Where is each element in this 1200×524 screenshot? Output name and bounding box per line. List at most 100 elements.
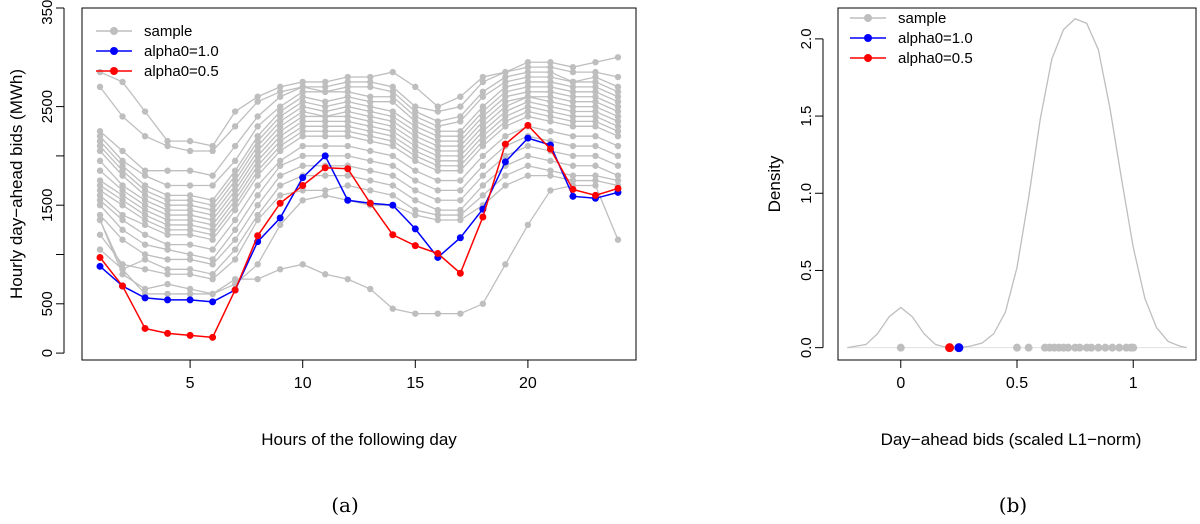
sample-point — [276, 83, 284, 91]
sample-point — [434, 118, 442, 125]
sample-point — [389, 305, 396, 312]
legend-marker-2 — [864, 54, 872, 62]
series-point-1 — [389, 231, 397, 239]
sample-point — [254, 113, 261, 120]
sample-point — [254, 152, 261, 160]
legend-label-0: sample — [144, 23, 192, 40]
sample-point — [322, 192, 329, 199]
sample-point — [524, 78, 532, 86]
sample-point — [254, 123, 261, 130]
sample-point — [389, 132, 396, 140]
legend-label-1: alpha0=1.0 — [898, 30, 973, 47]
sample-point — [547, 108, 554, 115]
sample-point — [389, 137, 396, 145]
y-tick-label: 0.5 — [798, 260, 815, 281]
sample-point — [299, 118, 306, 125]
sample-line-15 — [99, 145, 619, 266]
sample-point — [209, 216, 216, 224]
sample-point — [344, 152, 351, 160]
sample-point — [322, 83, 329, 91]
sample-point — [367, 93, 374, 100]
sample-point — [434, 137, 442, 145]
sample-line-13 — [99, 125, 619, 251]
sample-point — [524, 152, 532, 160]
sample-point — [367, 157, 374, 165]
sample-point — [592, 177, 599, 184]
y-tick-label: 1.0 — [798, 183, 815, 204]
sample-point — [547, 93, 554, 100]
sample-point — [524, 103, 532, 110]
sample-point — [119, 157, 126, 165]
sample-line-9 — [99, 100, 619, 226]
sample-point — [614, 132, 622, 140]
sample-point — [434, 103, 442, 110]
sample-point — [231, 142, 239, 150]
sample-point — [186, 197, 194, 204]
sample-point — [254, 275, 261, 283]
series-point-1 — [344, 165, 352, 173]
sample-point — [457, 113, 464, 120]
sample-point — [569, 113, 577, 120]
sample-point — [141, 251, 149, 258]
sample-point — [276, 108, 284, 115]
sample-point — [479, 78, 487, 86]
sample-point — [254, 261, 261, 268]
panel-a-line-chart: 5 10 15 20 0 500 1500 2500 3500 Hours of the foll… — [7, 0, 637, 517]
series-point-1 — [276, 199, 284, 207]
sample-point — [614, 236, 622, 243]
sample-point — [276, 113, 284, 120]
sample-point — [367, 187, 374, 194]
sample-point — [457, 197, 464, 204]
sample-point — [524, 98, 532, 105]
sample-point — [524, 59, 532, 66]
sample-point — [276, 93, 284, 100]
sample-point — [569, 142, 577, 150]
sample-point — [164, 167, 171, 174]
sample-point — [547, 68, 554, 76]
sample-point — [186, 206, 194, 214]
legend-label-2: alpha0=0.5 — [898, 50, 973, 67]
sample-point — [502, 78, 509, 86]
sample-point — [434, 147, 442, 155]
sample-point — [141, 221, 149, 229]
sample-point — [186, 271, 194, 278]
sample-point — [96, 68, 104, 76]
sample-point — [276, 123, 284, 130]
sample-point — [389, 93, 396, 100]
sample-point — [389, 68, 396, 76]
sample-point — [141, 167, 149, 174]
sample-line-19 — [99, 184, 619, 315]
sample-point — [412, 197, 419, 204]
sample-point — [164, 271, 171, 278]
sample-point — [276, 88, 284, 96]
sample-line-2 — [99, 71, 619, 177]
sample-point — [434, 167, 442, 174]
sample-point — [547, 118, 554, 125]
sample-point — [457, 103, 464, 110]
sample-point — [299, 152, 306, 160]
sample-point — [209, 142, 216, 150]
sample-point — [614, 108, 622, 115]
sample-point — [434, 108, 442, 115]
sample-point — [231, 123, 239, 130]
sample-point — [344, 142, 351, 150]
sample-point — [389, 123, 396, 130]
series-point-1 — [456, 269, 464, 277]
sample-point — [276, 147, 284, 155]
sample-point — [254, 162, 261, 169]
sample-point — [1013, 343, 1021, 352]
x-tick-label: 10 — [294, 375, 312, 392]
sample-line-12 — [99, 115, 619, 241]
sample-point — [344, 275, 351, 283]
sample-point — [119, 271, 126, 278]
y-tick-label: 0 — [39, 349, 56, 357]
y-axis-title: Density — [765, 155, 784, 212]
sample-point — [254, 192, 261, 199]
sample-point — [569, 88, 577, 96]
sample-point — [231, 206, 239, 214]
sample-point — [186, 147, 194, 155]
point-0 — [954, 343, 964, 353]
sample-point — [389, 142, 396, 150]
sample-point — [119, 78, 126, 86]
sample-point — [592, 172, 599, 179]
